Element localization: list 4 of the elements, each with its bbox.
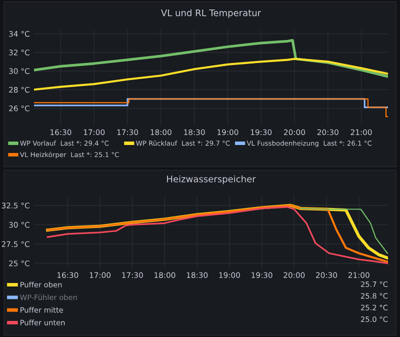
chart-title: VL und RL Temperatur (161, 9, 262, 18)
line-series (300, 208, 388, 254)
chart-title: Heizwasserspeicher (167, 175, 256, 184)
line-series (34, 58, 388, 91)
